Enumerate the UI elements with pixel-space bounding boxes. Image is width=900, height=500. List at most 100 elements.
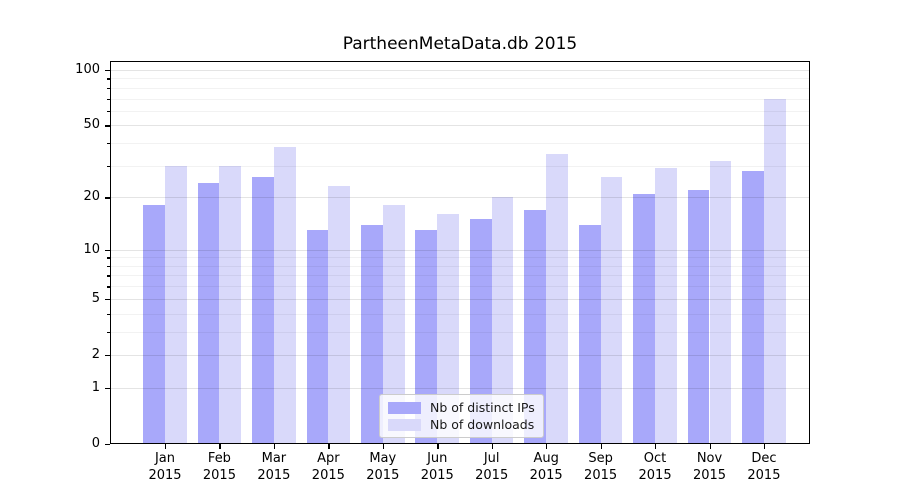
bar-ips-may — [361, 224, 383, 444]
x-tick-label-month: Jul — [483, 451, 500, 466]
minor-gridline — [110, 275, 810, 277]
bar-downloads-dec — [763, 98, 786, 444]
major-gridline — [110, 69, 810, 71]
bar-downloads-nov — [709, 160, 732, 444]
bar-ips-sep — [578, 224, 601, 444]
bar-downloads-aug — [546, 153, 568, 444]
legend: Nb of distinct IPs Nb of downloads — [379, 394, 544, 438]
x-tick — [219, 444, 221, 449]
bar-downloads-may — [382, 205, 405, 444]
y-minor-tick — [107, 165, 110, 167]
legend-row: Nb of downloads — [388, 416, 535, 433]
minor-gridline — [110, 265, 810, 267]
y-minor-tick — [107, 143, 110, 145]
x-tick-label-month: Nov — [696, 451, 723, 466]
bar-downloads-jul — [491, 197, 514, 444]
x-tick-label-month: Apr — [317, 451, 340, 466]
y-major-tick — [105, 125, 110, 127]
x-tick — [165, 444, 167, 449]
y-minor-tick — [107, 313, 110, 315]
x-tick-label-month: Sep — [588, 451, 613, 466]
x-tick-label-month: Jun — [427, 451, 448, 466]
bar-downloads-sep — [600, 176, 623, 444]
x-tick-label-year: 2015 — [529, 468, 563, 483]
bar-downloads-oct — [655, 168, 677, 444]
minor-gridline — [110, 257, 810, 259]
x-tick — [600, 444, 602, 449]
y-major-tick — [105, 387, 110, 390]
chart-title: PartheenMetaData.db 2015 — [342, 34, 578, 54]
bar-ips-mar — [252, 176, 274, 444]
bar-ips-jan — [143, 205, 165, 444]
bar-downloads-jun — [437, 214, 460, 444]
bar-ips-nov — [687, 189, 710, 444]
minor-gridline — [110, 87, 810, 89]
y-minor-tick — [107, 331, 110, 333]
minor-gridline — [110, 165, 810, 167]
y-minor-tick — [107, 286, 110, 288]
y-tick-label: 20 — [83, 189, 100, 205]
x-tick-label-year: 2015 — [366, 468, 400, 483]
x-tick — [709, 444, 711, 449]
legend-label: Nb of downloads — [430, 417, 535, 432]
minor-gridline — [110, 331, 810, 333]
x-tick — [491, 444, 493, 449]
x-tick-label-month: Dec — [751, 451, 777, 466]
x-tick-label-year: 2015 — [420, 468, 454, 483]
plot-area-border — [110, 61, 810, 444]
x-tick — [382, 444, 385, 449]
bar-downloads-apr — [328, 186, 351, 444]
bar-downloads-jan — [165, 165, 187, 444]
x-tick-label-year: 2015 — [475, 468, 509, 483]
bar-ips-jul — [469, 219, 492, 444]
y-tick-label: 1 — [91, 379, 100, 395]
x-tick-label-year: 2015 — [257, 468, 291, 483]
x-tick — [763, 444, 766, 449]
y-minor-tick — [107, 275, 110, 277]
bar-ips-oct — [633, 193, 656, 444]
x-tick-label-year: 2015 — [148, 468, 182, 483]
x-tick-label-year: 2015 — [692, 468, 727, 483]
minor-gridline — [110, 313, 810, 315]
bar-ips-jun — [415, 230, 438, 444]
bar-ips-feb — [197, 183, 220, 444]
x-tick-label-month: Mar — [261, 451, 287, 466]
major-gridline — [110, 197, 810, 199]
y-tick-label: 2 — [91, 346, 100, 362]
y-major-tick — [105, 444, 110, 446]
bar-ips-aug — [524, 209, 547, 444]
x-tick — [437, 444, 439, 449]
x-tick — [546, 444, 548, 449]
y-major-tick — [105, 69, 110, 72]
x-tick — [655, 444, 657, 449]
y-tick-label: 50 — [83, 117, 100, 133]
x-tick-label-year: 2015 — [638, 468, 672, 483]
bar-ips-apr — [306, 230, 329, 444]
x-tick — [273, 444, 276, 449]
major-gridline — [110, 249, 810, 251]
y-tick-label: 100 — [75, 61, 100, 77]
bar-downloads-mar — [273, 147, 296, 444]
x-tick-label-month: Aug — [533, 451, 559, 466]
major-gridline — [110, 125, 810, 127]
y-major-tick — [105, 354, 110, 357]
major-gridline — [110, 387, 810, 389]
legend-label: Nb of distinct IPs — [430, 400, 535, 415]
bar-downloads-feb — [219, 165, 242, 444]
y-tick-label: 5 — [91, 290, 100, 306]
x-tick-label-year: 2015 — [747, 468, 781, 483]
x-tick-label-year: 2015 — [311, 468, 345, 483]
y-minor-tick — [107, 257, 110, 259]
minor-gridline — [110, 98, 810, 100]
y-tick-label: 0 — [91, 435, 100, 451]
x-tick-label-month: Oct — [643, 451, 667, 466]
legend-swatch-ips — [388, 401, 421, 414]
y-major-tick — [105, 197, 110, 199]
x-tick-label-year: 2015 — [584, 468, 618, 483]
legend-row: Nb of distinct IPs — [388, 399, 535, 416]
x-tick-label-month: Jan — [154, 451, 176, 466]
y-minor-tick — [107, 110, 110, 113]
y-minor-tick — [107, 78, 110, 80]
y-minor-tick — [107, 87, 110, 90]
